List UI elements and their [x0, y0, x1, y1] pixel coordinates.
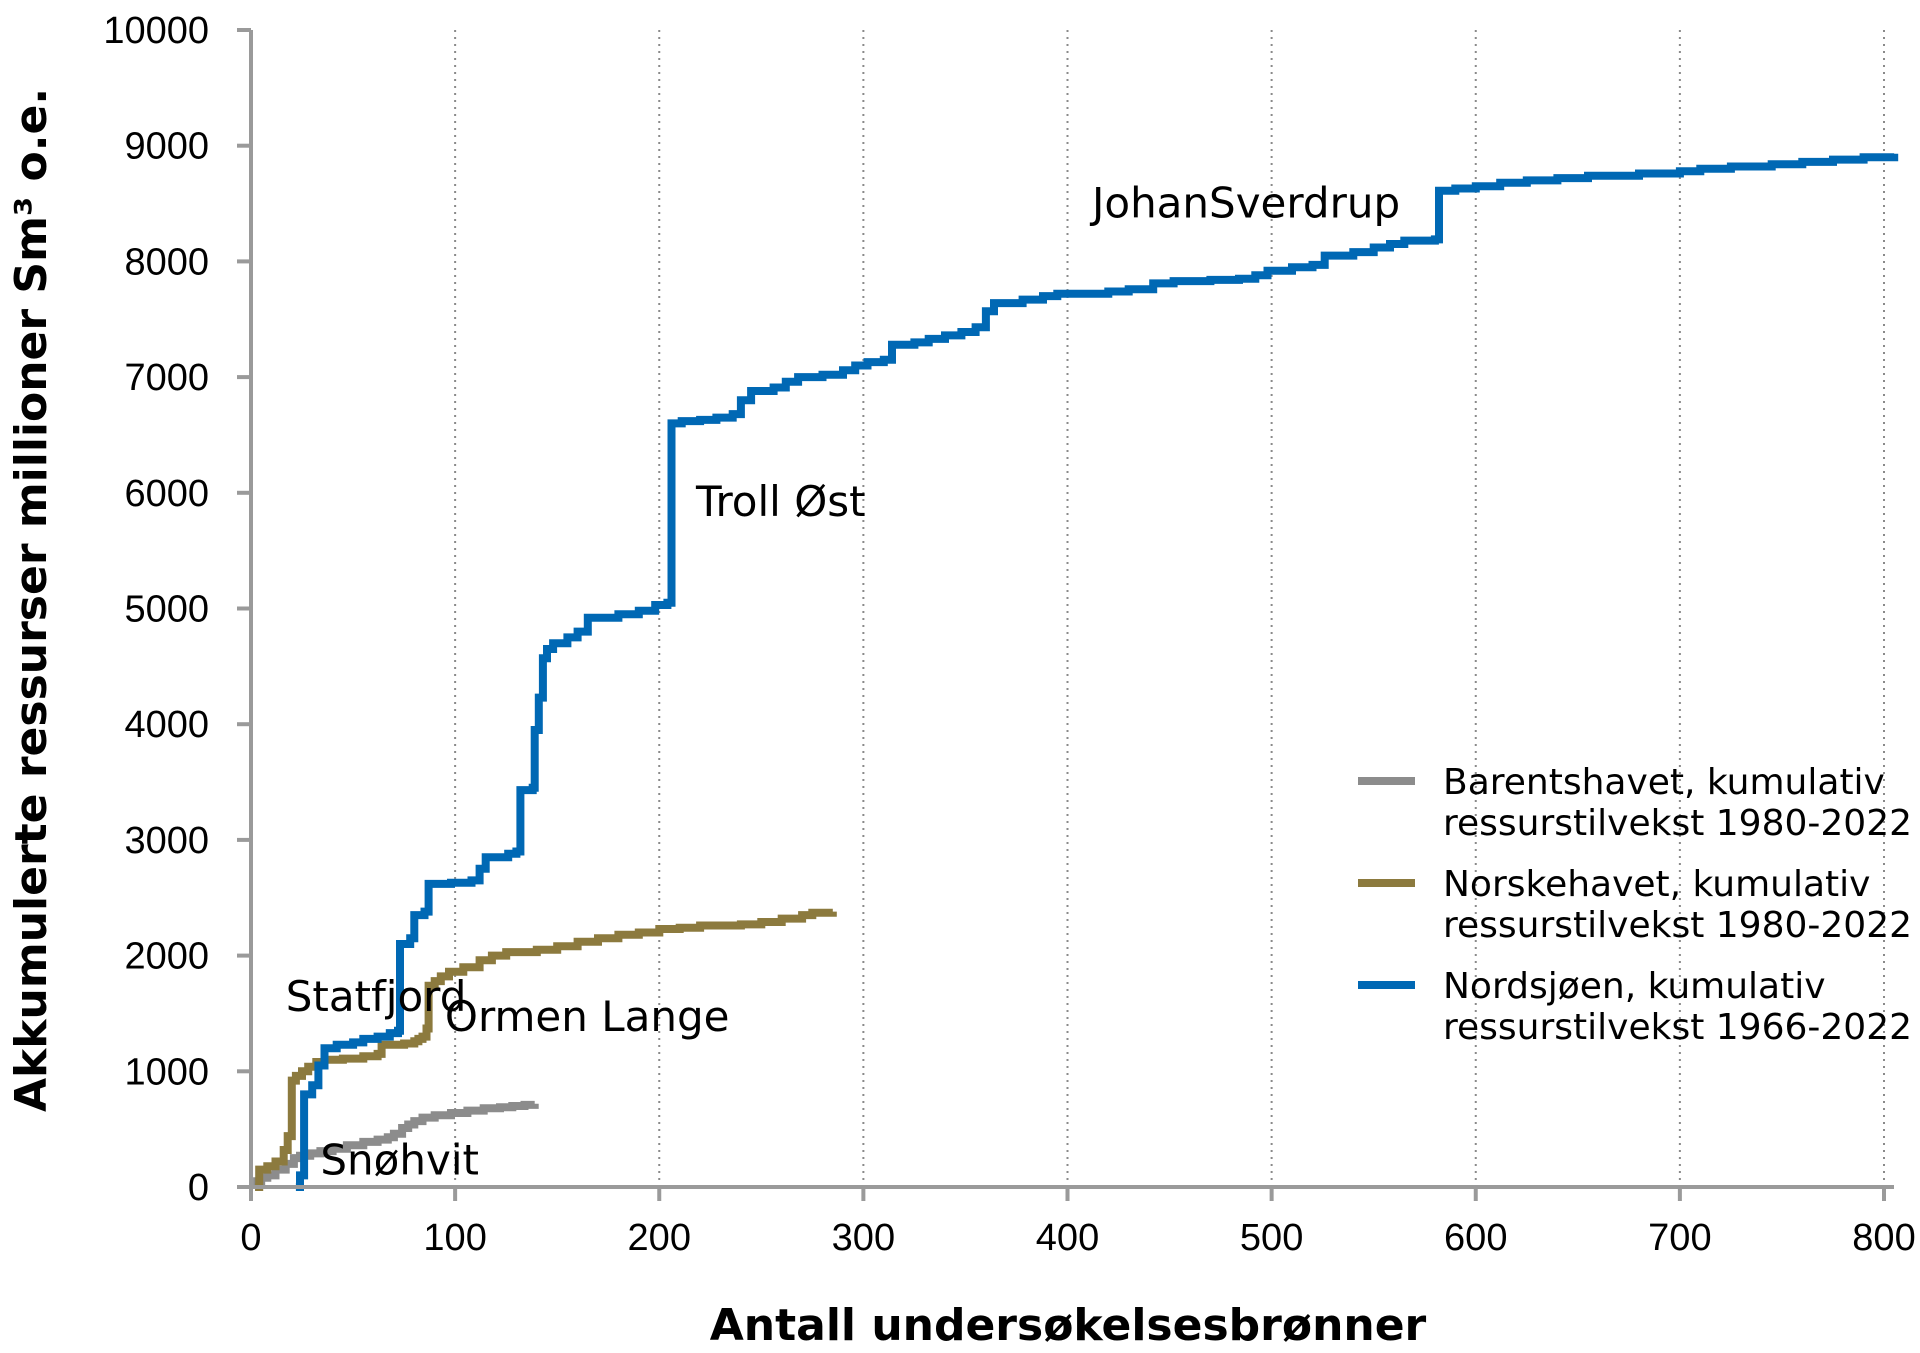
x-tick-label: 300 — [832, 1217, 895, 1259]
x-tick-label: 800 — [1852, 1217, 1915, 1259]
x-tick-label: 400 — [1036, 1217, 1099, 1259]
y-tick-label: 3000 — [124, 820, 209, 862]
y-tick-label: 0 — [188, 1167, 209, 1209]
legend-label: Barentshavet, kumulativ — [1443, 762, 1885, 803]
x-tick-label: 100 — [423, 1217, 486, 1259]
legend-label: ressurstilvekst 1966-2022 — [1443, 1007, 1912, 1048]
series-line-0 — [253, 1100, 539, 1191]
y-tick-label: 9000 — [124, 126, 209, 168]
x-tick-label: 600 — [1444, 1217, 1507, 1259]
series-line-1 — [255, 908, 837, 1191]
series-line-2 — [295, 153, 1899, 1191]
legend-label: Nordsjøen, kumulativ — [1443, 966, 1826, 1007]
y-tick-label: 2000 — [124, 936, 209, 978]
x-tick-label: 0 — [240, 1217, 261, 1259]
x-tick-label: 500 — [1240, 1217, 1303, 1259]
y-tick-label: 7000 — [124, 357, 209, 399]
y-tick-label: 5000 — [124, 589, 209, 631]
series-lines — [253, 153, 1899, 1191]
x-tick-label: 700 — [1648, 1217, 1711, 1259]
y-tick-label: 6000 — [124, 473, 209, 515]
x-axis-title: Antall undersøkelsesbrønner — [710, 1300, 1427, 1351]
annotation-label: JohanSverdrup — [1089, 178, 1400, 227]
y-tick-label: 4000 — [124, 704, 209, 746]
annotation-label: Troll Øst — [695, 477, 866, 526]
legend-label: ressurstilvekst 1980-2022 — [1443, 905, 1912, 946]
annotation-label: Ormen Lange — [445, 992, 730, 1041]
annotation-label: Snøhvit — [320, 1135, 479, 1184]
y-tick-label: 1000 — [124, 1051, 209, 1093]
annotation-label: Statfjord — [286, 972, 467, 1021]
tick-labels: 0100020003000400050006000700080009000100… — [103, 10, 1915, 1259]
x-tick-label: 200 — [628, 1217, 691, 1259]
legend-label: ressurstilvekst 1980-2022 — [1443, 803, 1912, 844]
y-axis-title: Akkumulerte ressurser millioner Sm³ o.e. — [6, 88, 57, 1112]
y-tick-label: 8000 — [124, 241, 209, 283]
y-tick-label: 10000 — [103, 10, 209, 52]
legend-label: Norskehavet, kumulativ — [1443, 864, 1870, 905]
